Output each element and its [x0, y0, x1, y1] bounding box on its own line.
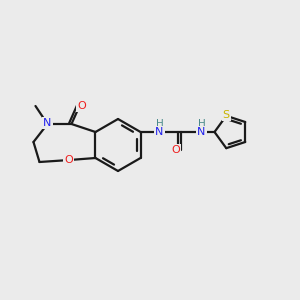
Text: O: O — [171, 145, 180, 155]
Text: O: O — [64, 155, 73, 165]
Text: N: N — [155, 127, 164, 137]
Text: H: H — [198, 119, 206, 129]
Text: H: H — [156, 119, 164, 129]
Text: O: O — [77, 101, 86, 111]
Text: S: S — [223, 110, 230, 120]
Text: N: N — [43, 118, 52, 128]
Text: N: N — [197, 127, 206, 137]
